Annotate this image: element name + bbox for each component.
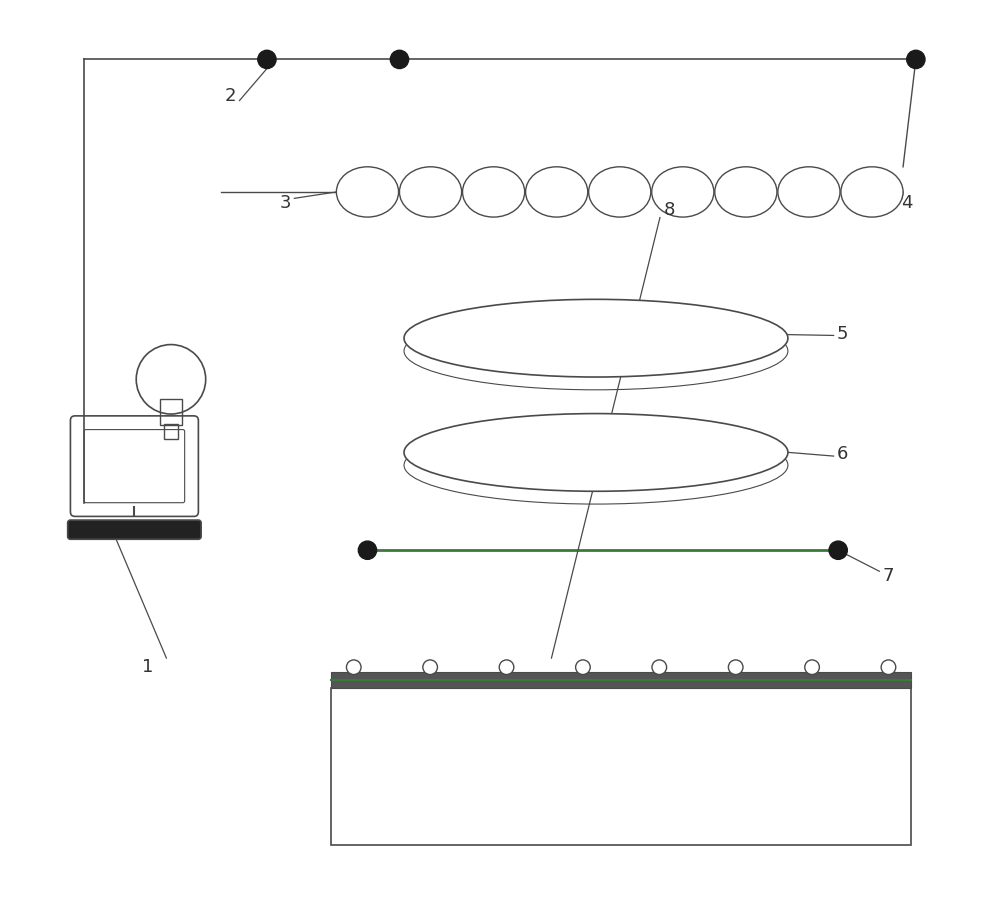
Circle shape [907,50,925,69]
Ellipse shape [805,660,819,675]
Ellipse shape [336,166,399,217]
Bar [331,672,911,688]
Circle shape [829,541,847,559]
FancyBboxPatch shape [84,430,185,503]
Ellipse shape [499,660,514,675]
Text: 4: 4 [901,194,912,212]
Bar [164,424,178,439]
Ellipse shape [778,166,840,217]
Bar [160,399,182,425]
Ellipse shape [404,413,788,492]
Ellipse shape [346,660,361,675]
Ellipse shape [576,660,590,675]
FancyBboxPatch shape [70,416,198,516]
Text: 6: 6 [837,445,848,463]
Ellipse shape [652,660,667,675]
Text: 2: 2 [225,87,236,105]
Text: 7: 7 [883,567,894,585]
Ellipse shape [715,166,777,217]
Bar [331,688,911,845]
Circle shape [358,541,377,559]
Ellipse shape [841,166,903,217]
Ellipse shape [404,313,788,390]
Circle shape [390,50,409,69]
Ellipse shape [728,660,743,675]
Ellipse shape [423,660,437,675]
Ellipse shape [404,299,788,377]
FancyBboxPatch shape [68,520,201,539]
Ellipse shape [589,166,651,217]
Text: 5: 5 [837,324,849,343]
Ellipse shape [399,166,462,217]
Ellipse shape [463,166,525,217]
Text: 8: 8 [663,201,675,219]
Circle shape [258,50,276,69]
Ellipse shape [652,166,714,217]
Ellipse shape [881,660,896,675]
Text: 3: 3 [279,194,291,212]
Ellipse shape [404,426,788,505]
Ellipse shape [526,166,588,217]
Text: 1: 1 [142,658,154,676]
